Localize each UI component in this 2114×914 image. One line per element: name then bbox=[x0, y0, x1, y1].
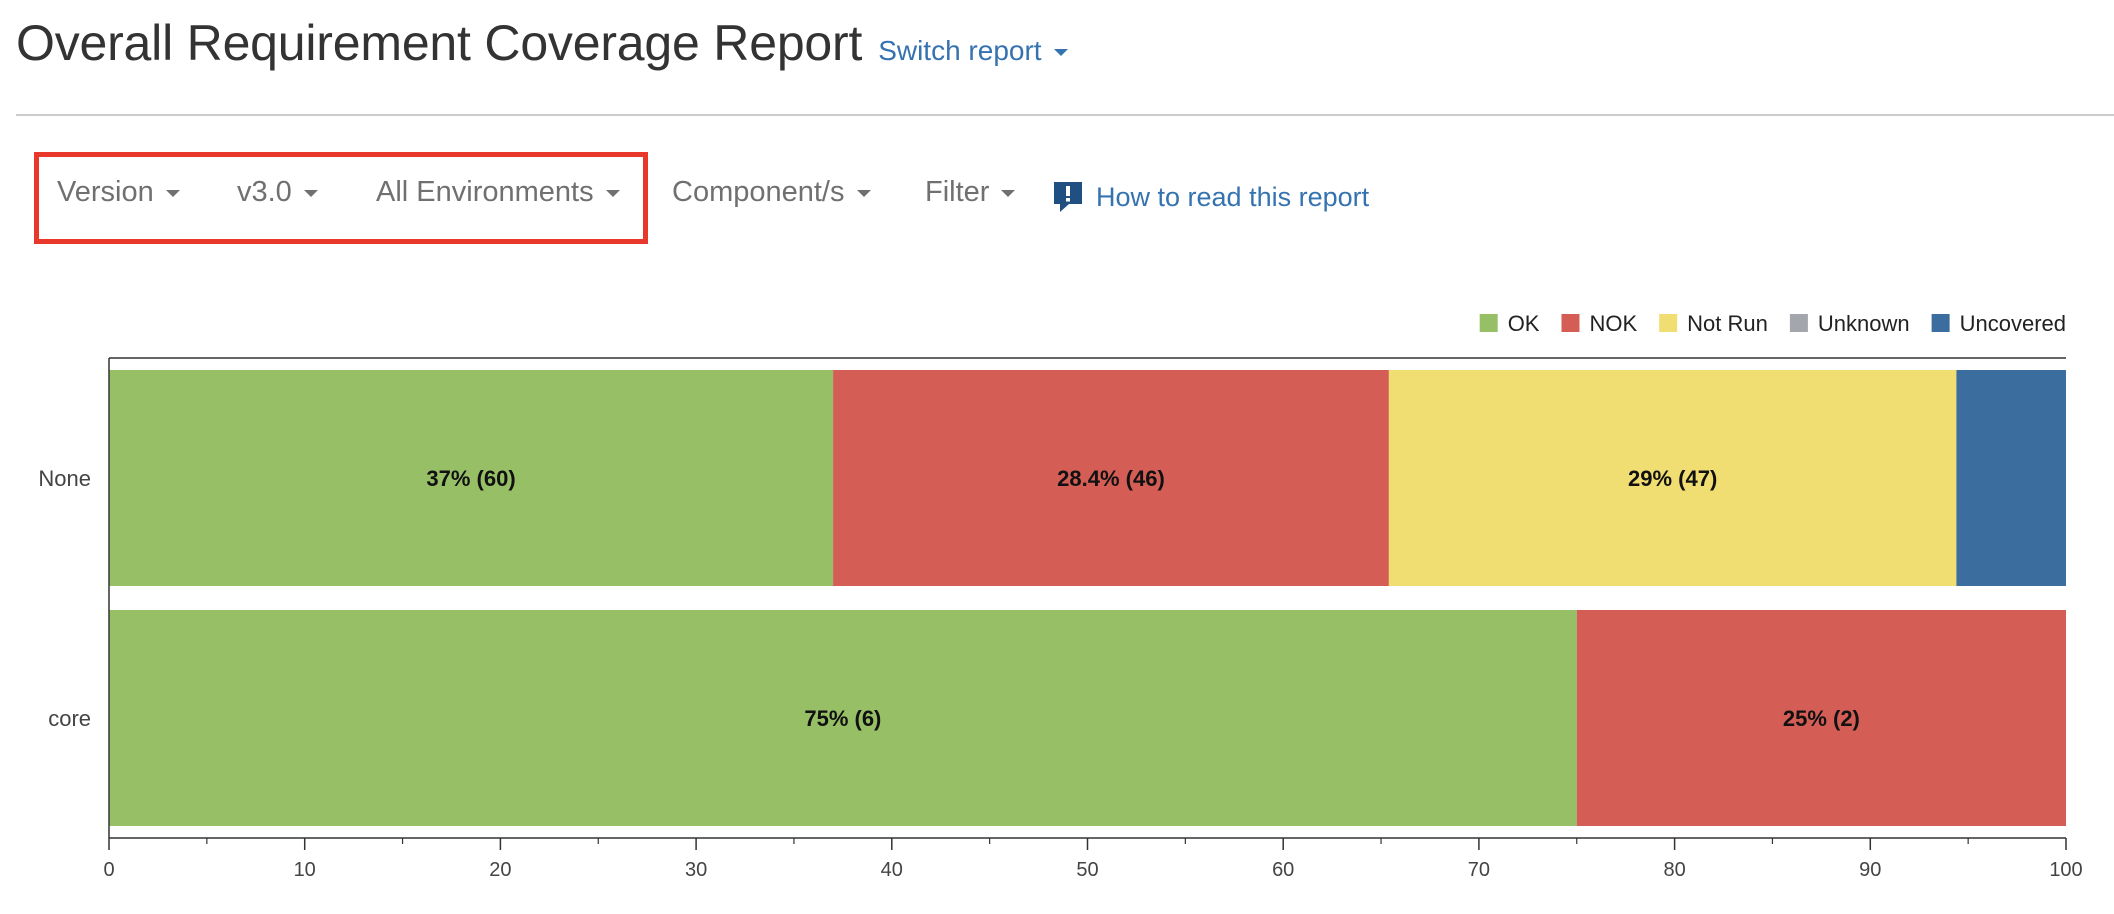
x-tick-label-90: 90 bbox=[1859, 859, 1881, 881]
x-tick-label-20: 20 bbox=[489, 859, 511, 881]
x-tick-label-70: 70 bbox=[1468, 859, 1490, 881]
legend-swatch-nok bbox=[1561, 314, 1580, 332]
chart-category-labels: None core bbox=[38, 466, 91, 731]
chart-legend: OK NOK Not Run Unknown Uncovered bbox=[1479, 311, 2066, 336]
chevron-down-icon bbox=[1053, 48, 1068, 56]
x-tick-label-10: 10 bbox=[294, 859, 316, 881]
help-link[interactable]: How to read this report bbox=[1052, 180, 1369, 214]
x-tick-label-80: 80 bbox=[1663, 859, 1685, 881]
switch-report-dropdown[interactable]: Switch report bbox=[878, 35, 1068, 67]
environments-label: All Environments bbox=[376, 176, 594, 208]
bar-core-ok bbox=[109, 610, 1577, 826]
legend-label-uncovered: Uncovered bbox=[1960, 311, 2066, 336]
legend-label-nok: NOK bbox=[1589, 311, 1637, 336]
chevron-down-icon bbox=[165, 190, 180, 197]
legend-label-not-run: Not Run bbox=[1687, 311, 1768, 336]
category-label-none: None bbox=[38, 466, 91, 491]
version-value: v3.0 bbox=[237, 176, 292, 208]
filter-dropdown[interactable]: Filter bbox=[925, 176, 1016, 209]
x-tick-label-30: 30 bbox=[685, 859, 707, 881]
header-divider bbox=[16, 114, 2114, 116]
data-label-none-nok: 28.4% (46) bbox=[1057, 466, 1165, 491]
chart-bars bbox=[109, 370, 2066, 826]
bar-core-nok bbox=[1576, 610, 2066, 826]
data-label-core-nok: 25% (2) bbox=[1783, 706, 1860, 731]
x-tick-label-100: 100 bbox=[2049, 859, 2082, 881]
bar-none-uncovered bbox=[1956, 370, 2066, 586]
x-axis: 0 10 20 30 40 50 60 70 80 90 100 bbox=[103, 357, 2083, 881]
version-dropdown[interactable]: Version bbox=[57, 176, 180, 209]
version-label: Version bbox=[57, 176, 154, 208]
version-value-dropdown[interactable]: v3.0 bbox=[237, 176, 318, 209]
x-tick-label-40: 40 bbox=[881, 859, 903, 881]
components-dropdown[interactable]: Component/s bbox=[672, 176, 871, 209]
x-tick-label-50: 50 bbox=[1076, 859, 1098, 881]
legend-swatch-unknown bbox=[1789, 314, 1808, 332]
legend-label-ok: OK bbox=[1508, 311, 1540, 336]
data-label-none-not-run: 29% (47) bbox=[1628, 466, 1717, 491]
components-label: Component/s bbox=[672, 176, 845, 208]
highlight-box bbox=[34, 152, 648, 244]
page-title: Overall Requirement Coverage Report bbox=[16, 15, 863, 71]
data-label-none-ok: 37% (60) bbox=[426, 466, 515, 491]
x-tick-label-60: 60 bbox=[1272, 859, 1294, 881]
help-link-label: How to read this report bbox=[1096, 181, 1370, 212]
bar-none-not-run bbox=[1388, 370, 1957, 586]
chevron-down-icon bbox=[303, 190, 318, 197]
title-row: Overall Requirement Coverage Report Swit… bbox=[16, 14, 1068, 72]
environments-dropdown[interactable]: All Environments bbox=[376, 176, 620, 209]
legend-swatch-not-run bbox=[1659, 314, 1678, 332]
chevron-down-icon bbox=[1001, 190, 1016, 197]
data-label-core-ok: 75% (6) bbox=[804, 706, 881, 731]
switch-report-label: Switch report bbox=[878, 35, 1042, 66]
bar-none-nok bbox=[833, 370, 1389, 586]
legend-swatch-uncovered bbox=[1931, 314, 1950, 332]
chevron-down-icon bbox=[856, 190, 871, 197]
x-tick-label-0: 0 bbox=[103, 859, 114, 881]
category-label-core: core bbox=[48, 706, 91, 731]
chart-bar-labels: 37% (60) 28.4% (46) 29% (47) 75% (6) 25% (2) bbox=[426, 466, 1859, 731]
legend-swatch-ok bbox=[1479, 314, 1498, 332]
legend-label-unknown: Unknown bbox=[1818, 311, 1910, 336]
bar-none-ok bbox=[109, 370, 834, 586]
chevron-down-icon bbox=[605, 190, 620, 197]
help-icon bbox=[1054, 182, 1082, 212]
filter-label: Filter bbox=[925, 176, 990, 208]
